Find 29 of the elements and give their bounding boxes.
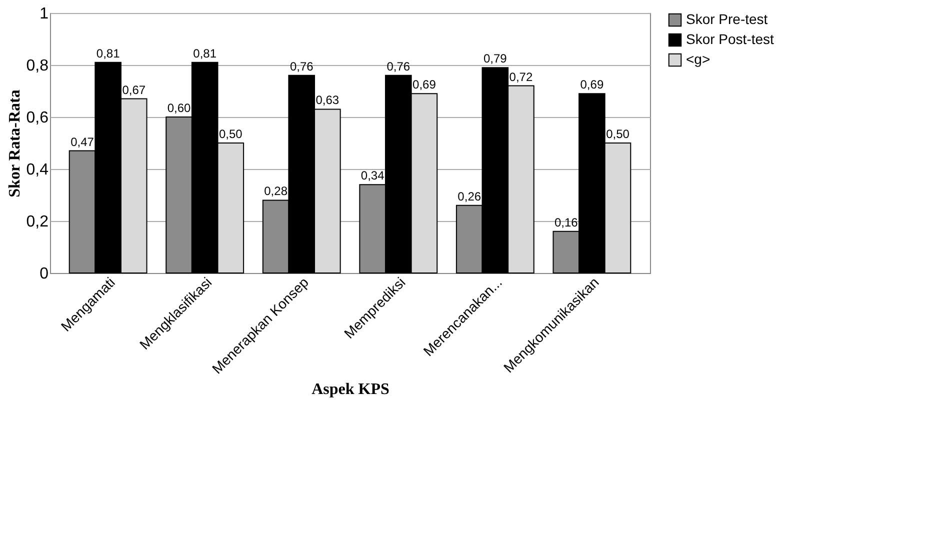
data-label: 0,67 — [122, 82, 146, 97]
y-axis-title: Skor Rata-Rata — [6, 90, 24, 198]
data-label: 0,26 — [458, 189, 482, 204]
data-label: 0,72 — [509, 70, 533, 84]
data-label: 0,63 — [316, 93, 340, 108]
data-label: 0,81 — [96, 46, 120, 60]
legend-label: <g> — [686, 51, 710, 67]
data-label: 0,69 — [580, 78, 604, 92]
data-label: 0,34 — [360, 168, 385, 183]
data-label: 0,28 — [264, 184, 288, 198]
legend-label: Skor Post-test — [686, 31, 774, 47]
y-tick-label: 0 — [40, 266, 49, 282]
data-label: 0,16 — [554, 215, 578, 230]
data-label: 0,60 — [167, 101, 192, 115]
legend-label: Skor Pre-test — [686, 11, 768, 27]
data-label: 0,76 — [290, 59, 314, 74]
y-tick-label: 1 — [40, 6, 49, 22]
data-label: 0,81 — [193, 46, 217, 60]
y-tick-label: 0,6 — [26, 110, 49, 126]
data-label: 0,69 — [412, 78, 436, 92]
y-tick-label: 0,2 — [26, 214, 49, 230]
y-tick-label: 0,8 — [26, 58, 49, 74]
data-label: 0,50 — [606, 127, 630, 141]
x-axis-title: Aspek KPS — [312, 380, 390, 398]
data-label: 0,47 — [70, 134, 94, 149]
data-label: 0,79 — [483, 52, 508, 66]
y-tick-label: 0,4 — [26, 162, 49, 178]
data-label: 0,76 — [386, 59, 410, 74]
data-label: 0,50 — [218, 127, 243, 141]
